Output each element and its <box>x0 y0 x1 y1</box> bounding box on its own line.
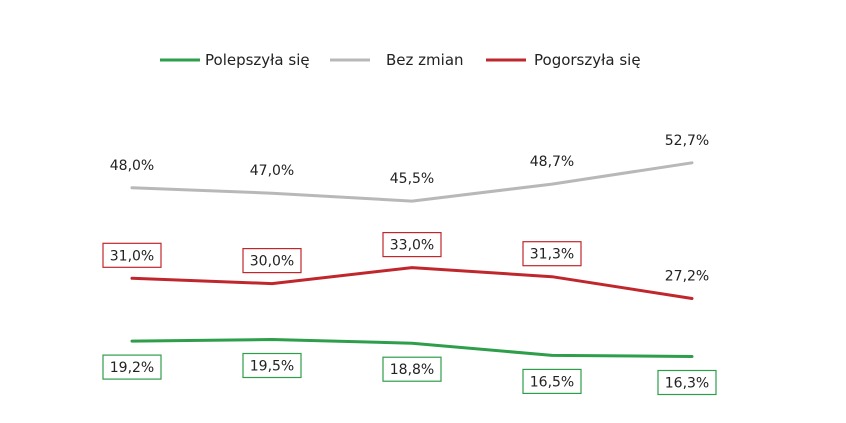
series-line-bez-zmian <box>130 161 694 203</box>
series-lines <box>130 161 694 358</box>
data-label-pogorszyla-sie-3: 33,0% <box>382 232 442 258</box>
data-label-pogorszyla-sie-1: 31,0% <box>102 242 162 268</box>
data-label-text-bez-zmian-5: 52,7% <box>665 133 709 149</box>
data-label-box-pogorszyla-sie-2 <box>242 248 302 274</box>
data-label-text-pogorszyla-sie-5: 27,2% <box>665 269 709 285</box>
data-label-box-pogorszyla-sie-3 <box>382 232 442 258</box>
data-label-box-polepszyla-sie-2 <box>242 352 302 379</box>
data-label-bez-zmian-4: 48,7% <box>530 154 574 170</box>
legend-item-pogorszyla-sie: Pogorszyła się <box>486 51 641 69</box>
data-label-text-pogorszyla-sie-4: 31,3% <box>530 247 574 263</box>
data-label-bez-zmian-2: 47,0% <box>250 163 294 179</box>
data-label-polepszyla-sie-1: 19,2% <box>102 354 162 380</box>
data-label-box-polepszyla-sie-4 <box>522 368 582 394</box>
data-label-pogorszyla-sie-4: 31,3% <box>522 241 582 267</box>
data-label-box-polepszyla-sie-1 <box>102 354 162 380</box>
data-label-box-polepszyla-sie-3 <box>382 356 442 382</box>
data-label-box-pogorszyla-sie-4 <box>522 241 582 267</box>
data-label-text-bez-zmian-2: 47,0% <box>250 163 294 179</box>
legend-label-polepszyla-sie: Polepszyła się <box>205 51 310 69</box>
data-label-box-pogorszyla-sie-1 <box>102 242 162 268</box>
data-label-pogorszyla-sie-2: 30,0% <box>242 248 302 274</box>
legend-label-pogorszyla-sie: Pogorszyła się <box>534 51 641 69</box>
data-label-text-polepszyla-sie-2: 19,5% <box>250 359 294 375</box>
data-labels: 19,2% 19,5% 18,8% 16,5% 16,3% 48,0% 47,0% 45,5%… <box>102 133 717 396</box>
data-label-polepszyla-sie-5: 16,3% <box>657 369 717 396</box>
data-label-text-bez-zmian-3: 45,5% <box>390 171 434 187</box>
data-label-text-pogorszyla-sie-3: 33,0% <box>390 238 434 254</box>
legend: Polepszyła się Bez zmian Pogorszyła się <box>160 51 641 69</box>
data-label-polepszyla-sie-2: 19,5% <box>242 352 302 379</box>
data-label-text-bez-zmian-1: 48,0% <box>110 158 154 174</box>
series-line-pogorszyla-sie <box>130 266 694 300</box>
legend-item-polepszyla-sie: Polepszyła się <box>160 51 310 69</box>
data-label-bez-zmian-3: 45,5% <box>390 171 434 187</box>
data-label-polepszyla-sie-3: 18,8% <box>382 356 442 382</box>
data-label-box-polepszyla-sie-5 <box>657 369 717 396</box>
data-label-bez-zmian-1: 48,0% <box>110 158 154 174</box>
data-label-text-bez-zmian-4: 48,7% <box>530 154 574 170</box>
legend-item-bez-zmian: Bez zmian <box>330 51 464 69</box>
data-label-text-polepszyla-sie-5: 16,3% <box>665 376 709 392</box>
data-label-text-pogorszyla-sie-1: 31,0% <box>110 248 154 264</box>
legend-label-bez-zmian: Bez zmian <box>386 51 464 69</box>
data-label-text-polepszyla-sie-3: 18,8% <box>390 362 434 378</box>
data-label-polepszyla-sie-4: 16,5% <box>522 368 582 394</box>
data-label-text-pogorszyla-sie-2: 30,0% <box>250 254 294 270</box>
data-label-pogorszyla-sie-5: 27,2% <box>665 269 709 285</box>
data-label-text-polepszyla-sie-4: 16,5% <box>530 374 574 390</box>
data-label-text-polepszyla-sie-1: 19,2% <box>110 360 154 376</box>
series-line-polepszyla-sie <box>130 338 694 358</box>
data-label-bez-zmian-5: 52,7% <box>665 133 709 149</box>
